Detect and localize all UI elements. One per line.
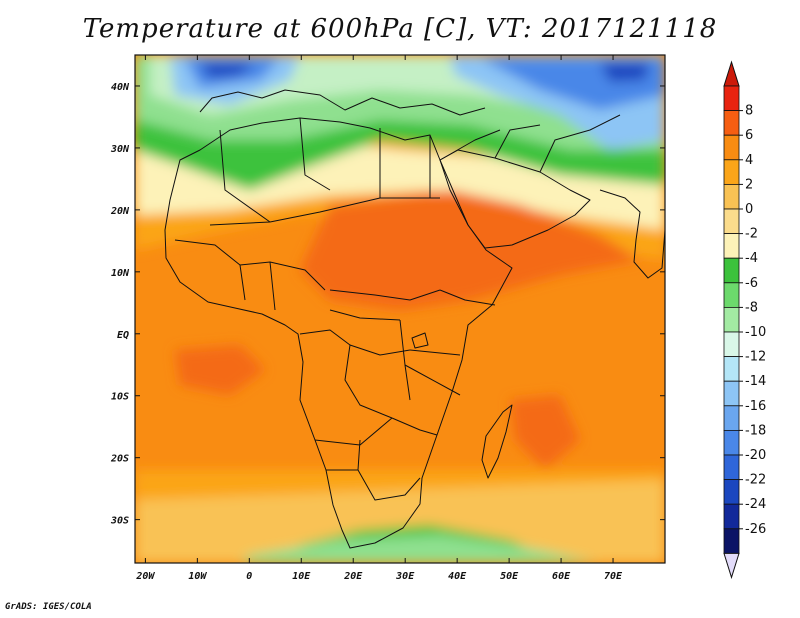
colorbar-label-5: -2 bbox=[745, 227, 758, 242]
grads-credit: GrADS: IGES/COLA bbox=[5, 602, 92, 612]
field-band-hot bbox=[175, 190, 640, 470]
europe-coastline bbox=[199, 89, 486, 116]
border-sahara bbox=[219, 117, 431, 223]
temperature-field bbox=[135, 55, 665, 563]
colorbar-label-9: -10 bbox=[745, 325, 766, 340]
lat-tick-label-5: 10S bbox=[111, 392, 129, 403]
colorbar: 8 6 4 2 0 -2 -4 -6 -8 -10 -12 -14 -16 -18 -20 -22 -24 -26 bbox=[723, 60, 766, 580]
colorbar-label-8: -8 bbox=[745, 300, 758, 315]
colorbar-swatch-14 bbox=[723, 429, 740, 456]
field-band-mild-south bbox=[135, 480, 665, 563]
colorbar-label-14: -20 bbox=[745, 448, 766, 463]
lat-tick-label-6: 20S bbox=[110, 454, 129, 465]
lon-tick-label-2: 0 bbox=[246, 571, 252, 582]
colorbar-swatch-16 bbox=[723, 479, 740, 505]
colorbar-label-2: 4 bbox=[745, 153, 753, 168]
lake-victoria bbox=[411, 332, 429, 349]
colorbar-swatch-13 bbox=[723, 405, 740, 431]
colorbar-label-13: -18 bbox=[745, 423, 766, 438]
lon-tick-label-0: 20W bbox=[135, 571, 155, 582]
lon-tick-label-7: 50E bbox=[500, 571, 519, 582]
border-south bbox=[314, 417, 421, 501]
colorbar-swatch-15 bbox=[723, 454, 740, 481]
longitude-ticks: 20W 10W 0 10E 20E 30E 40E 50E 60E 70E bbox=[135, 55, 623, 582]
lon-tick-label-3: 10E bbox=[292, 571, 311, 582]
map-title: Temperature at 600hPa [C], VT: 201712111… bbox=[82, 14, 718, 44]
lon-tick-label-4: 20E bbox=[343, 571, 363, 582]
lat-tick-label-0: 40N bbox=[111, 82, 130, 93]
colorbar-swatch-5 bbox=[723, 208, 740, 235]
field-band-navy bbox=[200, 62, 650, 82]
colorbar-max-cap bbox=[723, 60, 740, 87]
colorbar-label-15: -22 bbox=[745, 473, 766, 488]
lat-tick-label-7: 30S bbox=[110, 516, 129, 527]
colorbar-swatch-7 bbox=[723, 257, 740, 284]
colorbar-swatch-9 bbox=[723, 306, 740, 333]
lon-tick-label-6: 40E bbox=[448, 571, 467, 582]
border-east bbox=[391, 289, 496, 436]
colorbar-swatch-8 bbox=[723, 282, 740, 308]
colorbar-label-3: 2 bbox=[745, 177, 753, 192]
lon-tick-label-8: 60E bbox=[552, 571, 571, 582]
colorbar-swatch-2 bbox=[723, 134, 740, 161]
field-band-hot-core bbox=[365, 215, 470, 285]
colorbar-label-17: -26 bbox=[745, 522, 766, 537]
border-middle-east bbox=[439, 114, 621, 173]
colorbar-swatch-17 bbox=[723, 503, 740, 530]
colorbar-swatch-0 bbox=[723, 85, 740, 112]
lon-tick-label-1: 10W bbox=[188, 571, 207, 582]
colorbar-swatch-6 bbox=[723, 233, 740, 259]
lat-tick-label-3: 10N bbox=[111, 268, 130, 279]
lat-tick-label-1: 30N bbox=[110, 144, 130, 155]
colorbar-label-16: -24 bbox=[745, 497, 766, 512]
lat-tick-label-2: 20N bbox=[110, 206, 130, 217]
map-frame bbox=[134, 54, 666, 564]
field-band-lightgreen-south bbox=[240, 535, 600, 563]
colorbar-swatch-11 bbox=[723, 356, 740, 382]
colorbar-label-11: -14 bbox=[745, 374, 766, 389]
colorbar-swatch-18 bbox=[723, 528, 740, 554]
africa-coastline bbox=[164, 117, 513, 549]
madagascar-coastline bbox=[481, 404, 513, 479]
field-band-blue bbox=[185, 58, 665, 110]
lon-tick-label-9: 70E bbox=[604, 571, 623, 582]
colorbar-swatch-12 bbox=[723, 380, 740, 407]
colorbar-label-1: 6 bbox=[745, 128, 753, 143]
colorbar-swatch-3 bbox=[723, 159, 740, 185]
coastlines-and-borders bbox=[164, 89, 665, 549]
latitude-ticks: 40N 30N 20N 10N EQ 10S 20S 30S bbox=[110, 82, 665, 527]
lon-tick-label-5: 30E bbox=[395, 571, 415, 582]
colorbar-label-10: -12 bbox=[745, 350, 766, 365]
colorbar-label-4: 0 bbox=[745, 202, 753, 217]
lat-tick-label-4: EQ bbox=[117, 330, 129, 341]
india-coastline bbox=[599, 189, 665, 279]
border-central bbox=[299, 289, 441, 419]
colorbar-min-cap bbox=[723, 552, 740, 580]
colorbar-swatch-10 bbox=[723, 331, 740, 358]
colorbar-swatch-1 bbox=[723, 110, 740, 136]
colorbar-label-0: 8 bbox=[745, 104, 753, 119]
colorbar-label-7: -6 bbox=[745, 276, 758, 291]
border-west-africa bbox=[174, 239, 326, 311]
colorbar-swatch-4 bbox=[723, 183, 740, 210]
colorbar-label-12: -16 bbox=[745, 399, 766, 414]
border-sahel bbox=[209, 197, 440, 226]
colorbar-label-6: -4 bbox=[745, 251, 758, 266]
